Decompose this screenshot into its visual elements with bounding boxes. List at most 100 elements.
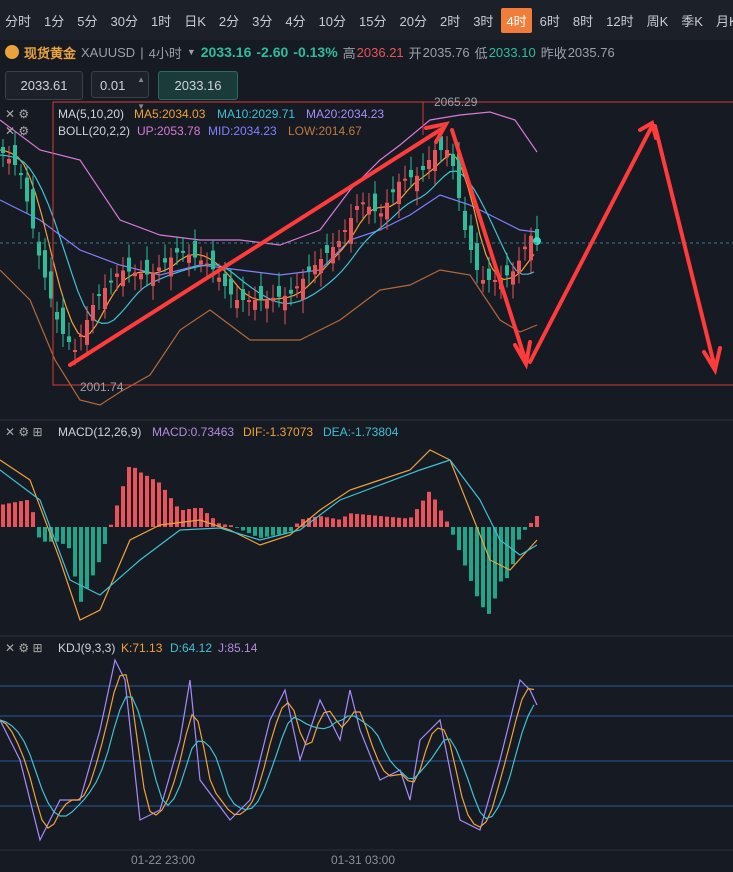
timeframe-tab[interactable]: 分时 bbox=[5, 13, 32, 29]
close-icon[interactable]: ✕ ⚙ ⊞ bbox=[5, 425, 43, 439]
candle-body bbox=[55, 311, 59, 320]
macd-bar bbox=[307, 518, 311, 527]
timeframe-tab[interactable]: 3分 bbox=[252, 13, 273, 29]
candle-body bbox=[7, 159, 11, 164]
step-input[interactable]: 0.01 ▲ ▼ bbox=[91, 71, 149, 111]
timeframe-tab[interactable]: 周K bbox=[646, 13, 669, 29]
dropdown-caret[interactable]: ▼ bbox=[186, 47, 196, 57]
timeframe-tab[interactable]: 2时 bbox=[439, 13, 461, 29]
macd-bar bbox=[301, 519, 305, 527]
macd-bar bbox=[1, 504, 5, 527]
spinner[interactable]: ▲ ▼ bbox=[137, 75, 145, 111]
macd-bar bbox=[151, 479, 155, 527]
timeframe-tab[interactable]: 10分 bbox=[318, 13, 347, 29]
macd-bar bbox=[535, 516, 539, 527]
dif-value: DIF:-1.37073 bbox=[243, 425, 313, 439]
candle-body bbox=[397, 181, 401, 205]
prev-label: 昨收 bbox=[540, 45, 567, 61]
candle-body bbox=[451, 153, 455, 166]
timeframe-tab[interactable]: 季K bbox=[681, 13, 703, 29]
period[interactable]: 4小时 bbox=[148, 45, 182, 61]
timeframe-tab[interactable]: 4分 bbox=[285, 13, 306, 29]
macd-bar bbox=[349, 513, 353, 527]
macd-bar bbox=[169, 498, 173, 527]
macd-bar bbox=[283, 527, 287, 534]
macd-bar bbox=[211, 518, 215, 527]
candle-body bbox=[271, 297, 275, 302]
price-input[interactable]: 2033.61 bbox=[5, 71, 83, 100]
macd-bar bbox=[175, 506, 179, 527]
date-label: 01-22 23:00 bbox=[131, 853, 195, 867]
boll-mid: MID:2034.23 bbox=[208, 124, 277, 138]
macd-bar bbox=[289, 527, 293, 532]
ma5-line bbox=[0, 149, 535, 338]
macd-bar bbox=[385, 516, 389, 527]
candle-body bbox=[49, 271, 53, 299]
macd-bar bbox=[475, 527, 479, 597]
timeframe-tab[interactable]: 8时 bbox=[572, 13, 594, 29]
arrowhead bbox=[638, 119, 658, 140]
macd-bar bbox=[85, 527, 89, 589]
arrowhead bbox=[702, 346, 722, 376]
macd-bar bbox=[511, 527, 515, 565]
macd-bar bbox=[355, 513, 359, 527]
macd-bar bbox=[253, 527, 257, 536]
candle-body bbox=[325, 245, 329, 253]
arrow bbox=[653, 124, 717, 370]
timeframe-tab[interactable]: 15分 bbox=[359, 13, 387, 29]
candle-body bbox=[91, 305, 95, 321]
macd-bar bbox=[49, 527, 53, 542]
timeframe-tab[interactable]: 1时 bbox=[150, 13, 172, 29]
macd-bar bbox=[43, 527, 47, 542]
ma20: MA20:2034.23 bbox=[306, 107, 384, 121]
timeframe-tab[interactable]: 30分 bbox=[110, 13, 138, 29]
candle-body bbox=[277, 285, 281, 297]
macd-bar bbox=[421, 500, 425, 527]
candle-body bbox=[175, 248, 179, 253]
candle-body bbox=[13, 145, 17, 165]
macd-bar bbox=[61, 527, 65, 544]
candle-body bbox=[337, 241, 341, 248]
candle-body bbox=[181, 250, 185, 253]
macd-bar bbox=[445, 521, 449, 527]
close-icon[interactable]: ✕ ⚙ bbox=[5, 124, 29, 138]
timeframe-tab[interactable]: 20分 bbox=[399, 13, 427, 29]
macd-bar bbox=[25, 500, 29, 527]
macd-bar bbox=[241, 527, 245, 531]
candle-body bbox=[187, 254, 191, 263]
timeframe-tab[interactable]: 6时 bbox=[539, 13, 560, 29]
macd-bar bbox=[115, 505, 119, 527]
macd-bar bbox=[487, 527, 491, 614]
timeframe-tab[interactable]: 4时 bbox=[501, 7, 532, 33]
candle-body bbox=[379, 213, 383, 217]
close-icon[interactable]: ✕ ⚙ bbox=[5, 107, 29, 121]
macd-bar bbox=[7, 503, 11, 527]
price-input-2[interactable]: 2033.16 bbox=[158, 71, 238, 100]
macd-bar bbox=[313, 516, 317, 527]
candle-body bbox=[421, 165, 425, 170]
macd-bar bbox=[415, 509, 419, 527]
macd-bar bbox=[409, 517, 413, 527]
timeframe-tab[interactable]: 2分 bbox=[218, 13, 240, 29]
candle-body bbox=[427, 160, 431, 170]
candle-body bbox=[217, 277, 221, 282]
candle-body bbox=[469, 225, 473, 250]
symbol-name[interactable]: 现货黄金 bbox=[24, 45, 77, 61]
timeframe-tab[interactable]: 日K bbox=[184, 13, 206, 29]
candle-body bbox=[247, 300, 251, 302]
open-label: 开 bbox=[408, 45, 422, 61]
candle-body bbox=[313, 265, 317, 275]
timeframe-tab[interactable]: 3时 bbox=[473, 13, 494, 29]
macd-bar bbox=[91, 527, 95, 576]
macd-bar bbox=[427, 491, 431, 527]
candle-body bbox=[349, 218, 353, 244]
candle-body bbox=[493, 280, 497, 282]
timeframe-tab[interactable]: 12时 bbox=[606, 13, 634, 29]
timeframe-tab[interactable]: 1分 bbox=[44, 13, 65, 29]
close-icon[interactable]: ✕ ⚙ ⊞ bbox=[5, 641, 43, 655]
timeframe-tab[interactable]: 5分 bbox=[77, 13, 98, 29]
candle-body bbox=[475, 243, 479, 270]
timeframe-tab[interactable]: 月K bbox=[715, 13, 733, 29]
candle-body bbox=[85, 320, 89, 345]
arrow bbox=[528, 124, 654, 364]
